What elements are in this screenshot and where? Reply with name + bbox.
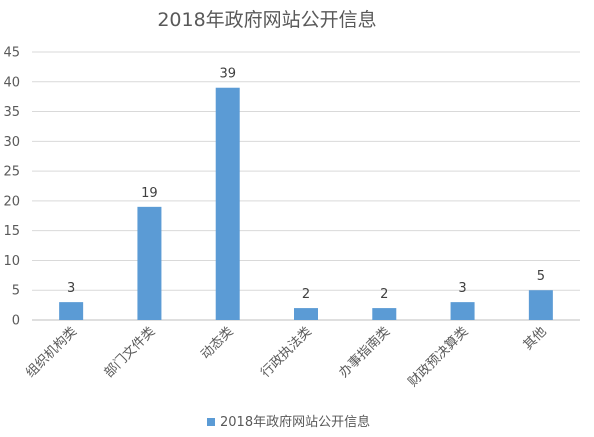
bar [215, 87, 240, 320]
y-tick-label: 0 [12, 314, 20, 329]
data-labels: 3 19 39 2 2 3 5 [67, 67, 545, 302]
category-label: 组织机构类 [23, 324, 80, 381]
y-tick-label: 5 [12, 284, 20, 299]
gridlines [32, 51, 580, 291]
y-tick-label: 35 [3, 105, 20, 120]
y-tick-label: 40 [3, 75, 20, 90]
y-axis-ticks: 0 5 10 15 20 25 30 35 40 45 [3, 46, 20, 329]
bars [59, 87, 553, 320]
y-tick-label: 45 [3, 46, 20, 61]
legend-swatch [207, 418, 215, 426]
y-tick-label: 15 [3, 224, 20, 239]
y-tick-label: 10 [3, 254, 20, 269]
category-label: 财政预决算类 [406, 324, 472, 390]
legend-label: 2018年政府网站公开信息 [220, 414, 370, 430]
legend: 2018年政府网站公开信息 [207, 414, 370, 430]
data-label: 39 [219, 67, 236, 82]
data-label: 3 [458, 281, 466, 296]
category-label: 部门文件类 [102, 324, 159, 381]
data-label: 2 [302, 287, 310, 302]
bar [59, 302, 84, 320]
category-labels: 组织机构类 部门文件类 动态类 行政执法类 办事指南类 财政预决算类 其他 [23, 324, 549, 390]
bar [372, 308, 397, 320]
category-label: 动态类 [198, 324, 236, 362]
y-tick-label: 25 [3, 165, 20, 180]
data-label: 5 [537, 269, 545, 284]
bar [528, 290, 553, 320]
data-label: 19 [141, 186, 158, 201]
y-tick-label: 20 [3, 194, 20, 209]
bar [450, 302, 475, 320]
bar [137, 206, 162, 320]
data-label: 2 [380, 287, 388, 302]
y-tick-label: 30 [3, 135, 20, 150]
category-label: 办事指南类 [336, 324, 393, 381]
bar [294, 308, 318, 320]
category-label: 其他 [521, 324, 550, 353]
data-label: 3 [67, 281, 75, 296]
chart-title: 2018年政府网站公开信息 [157, 9, 376, 31]
category-label: 行政执法类 [258, 324, 315, 381]
